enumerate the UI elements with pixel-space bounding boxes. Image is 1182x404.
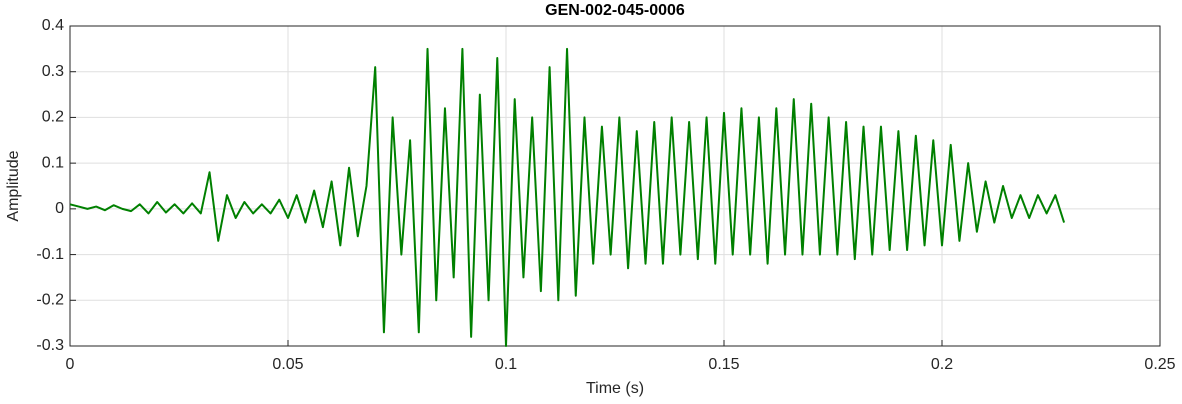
x-tick-label: 0	[66, 356, 75, 373]
y-tick-label: 0	[55, 200, 64, 217]
x-axis-label: Time (s)	[586, 380, 644, 397]
waveform-line	[69, 47, 1066, 347]
x-tick-label: 0.05	[272, 356, 303, 373]
chart-title: GEN-002-045-0006	[545, 2, 685, 19]
x-tick-label: 0.1	[495, 356, 517, 373]
y-tick-label: -0.2	[36, 292, 64, 309]
y-tick-label: -0.1	[36, 246, 64, 263]
y-tick-label: -0.3	[36, 337, 64, 354]
y-tick-label: 0.3	[42, 63, 64, 80]
y-tick-label: 0.4	[42, 17, 64, 34]
plot-frame	[69, 25, 1161, 347]
y-tick-label: 0.2	[42, 109, 64, 126]
x-tick-label: 0.15	[708, 356, 739, 373]
y-axis-label: Amplitude	[5, 150, 22, 221]
y-tick-label: 0.1	[42, 154, 64, 171]
x-tick-label: 0.2	[931, 356, 953, 373]
x-tick-label: 0.25	[1144, 356, 1175, 373]
